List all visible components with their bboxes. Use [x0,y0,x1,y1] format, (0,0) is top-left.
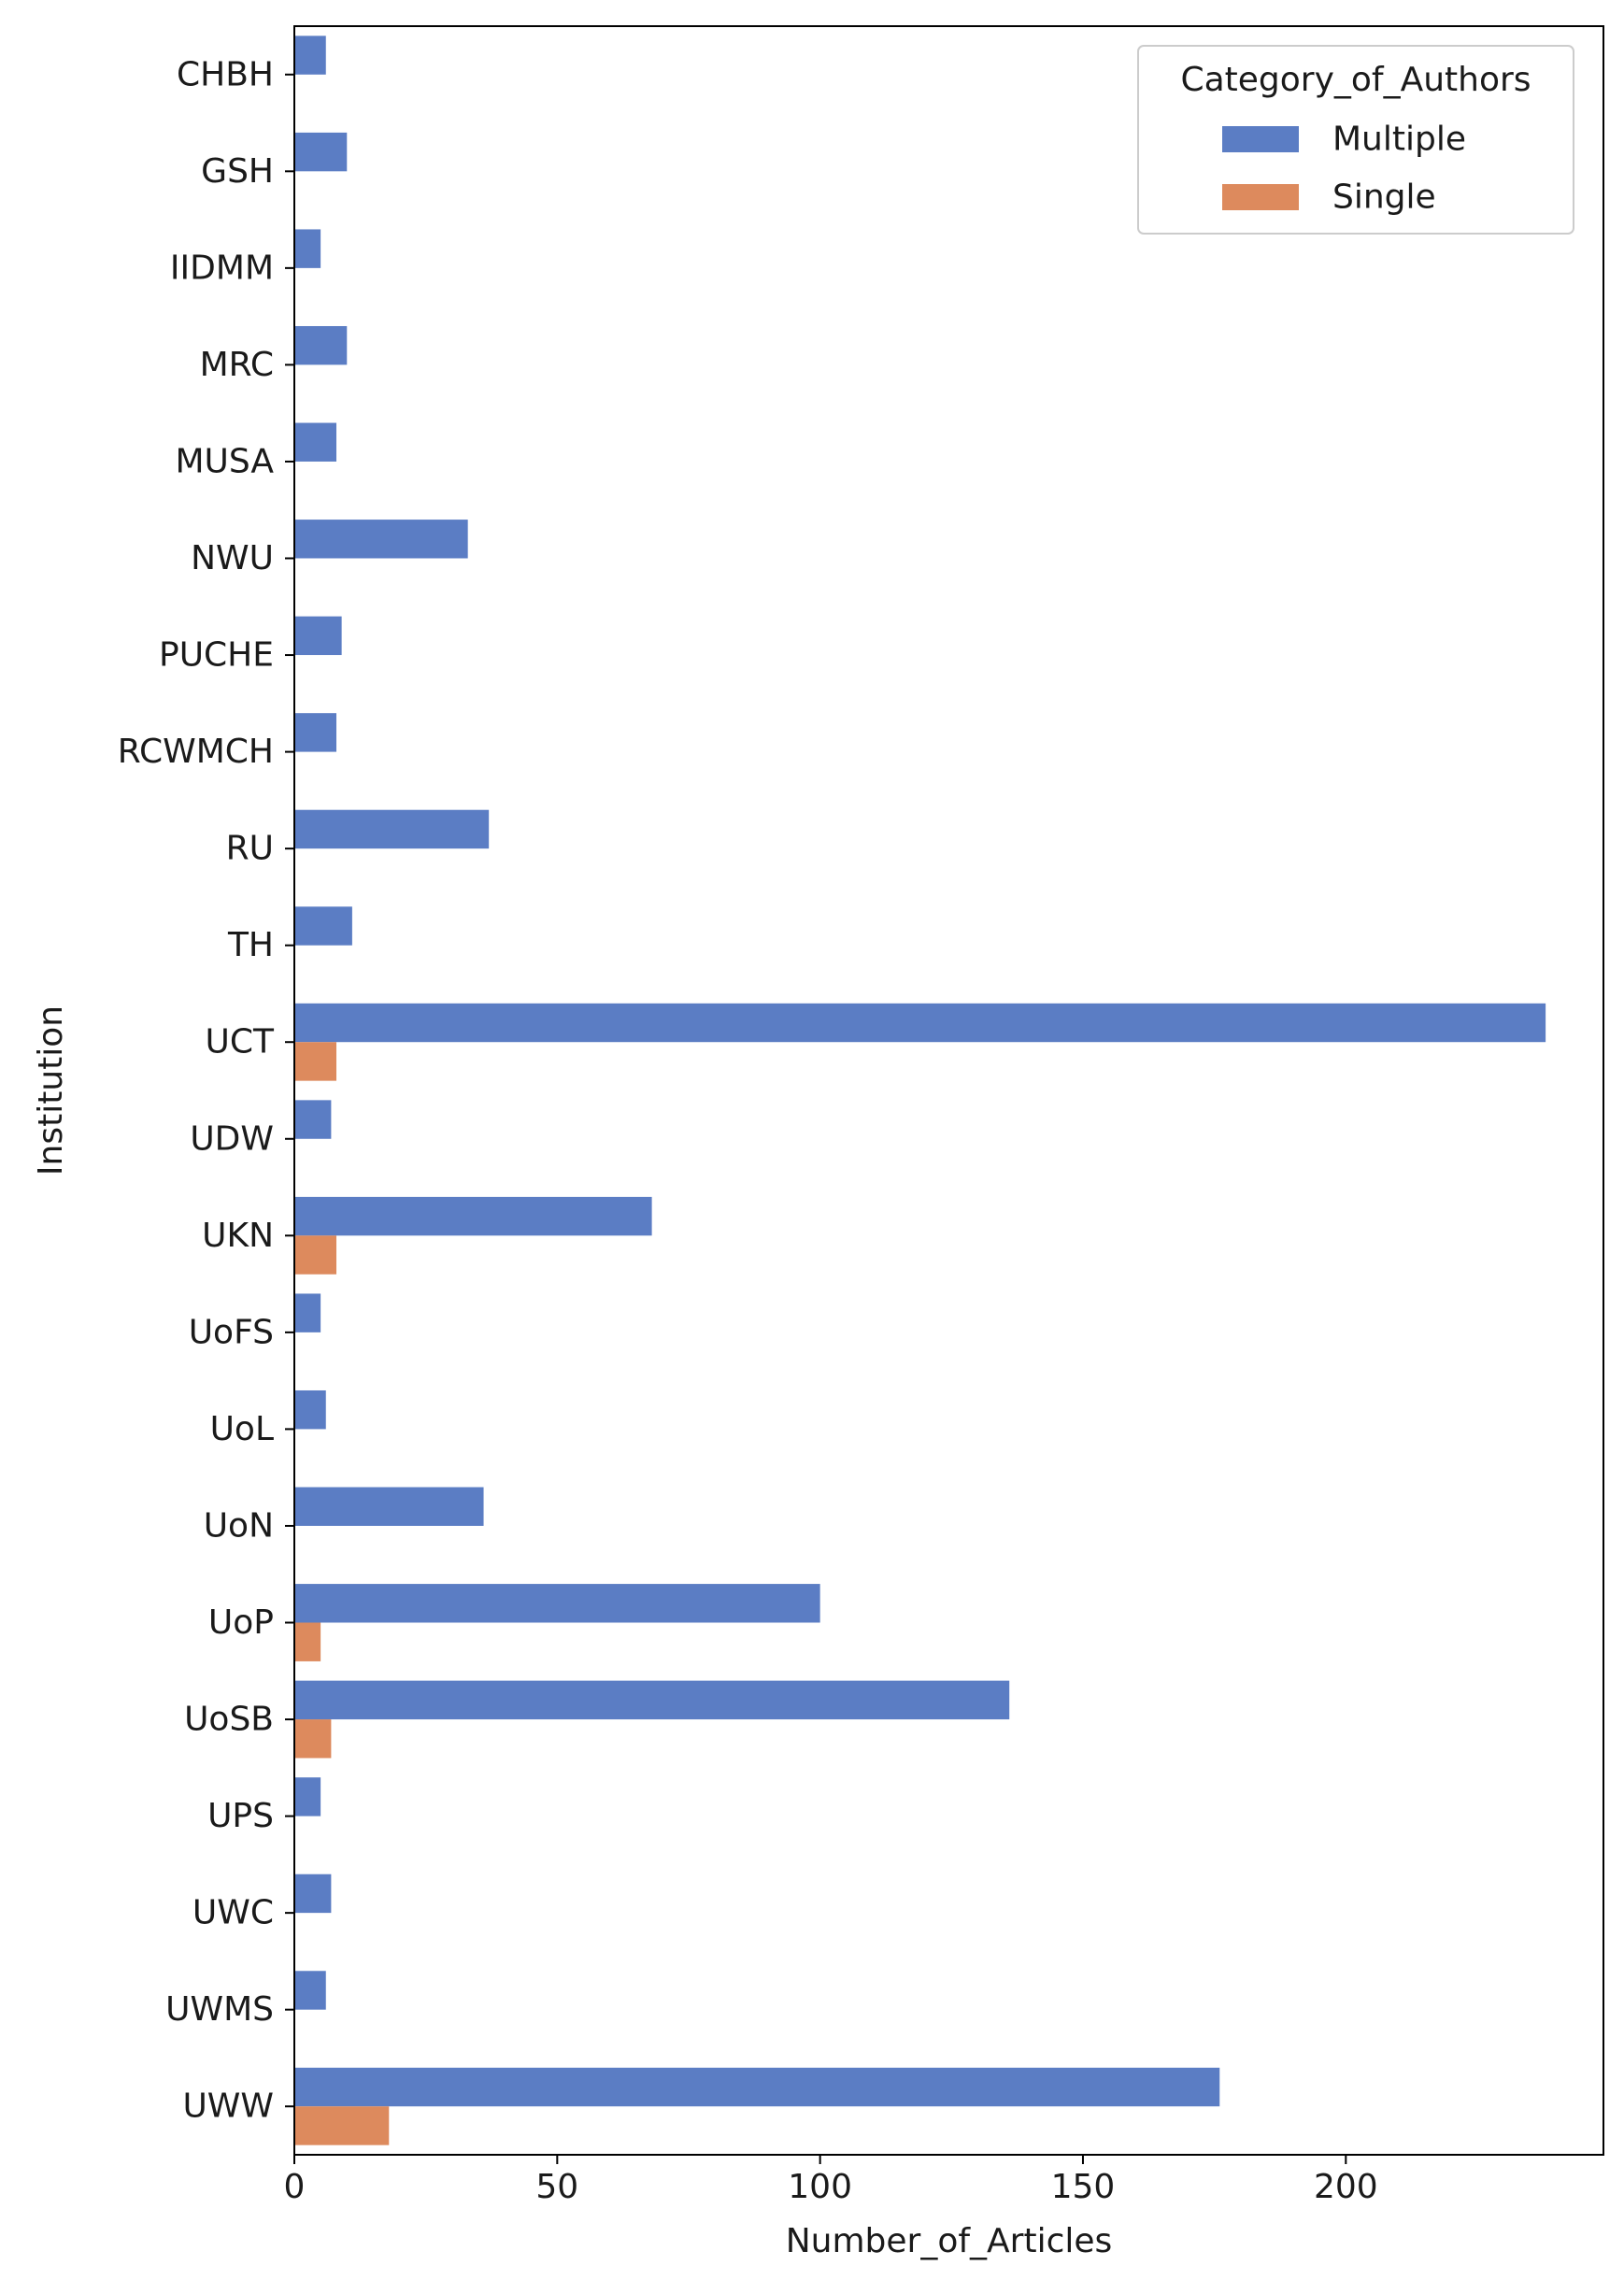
bar-multiple-uww [294,2067,1220,2107]
y-tick-label: MRC [200,346,274,384]
bar-multiple-iidmm [294,229,321,268]
y-tick-label: PUCHE [159,636,274,675]
bar-multiple-uwc [294,1874,332,1914]
x-axis-label: Number_of_Articles [786,2222,1113,2260]
bar-multiple-ru [294,809,490,849]
bar-multiple-musa [294,422,337,462]
bars-layer [294,36,1546,2145]
legend: Category_of_Authors Multiple Single [1137,45,1574,235]
y-tick-label: UWW [182,2087,274,2126]
y-axis: CHBH GSH IIDMM MRC MUSA NWU PUCHE RCWMCH RU TH UCT… [118,55,294,2126]
bar-single-uosb [294,1719,332,1759]
y-tick-label: UWC [192,1894,274,1932]
y-tick-label: CHBH [177,55,274,93]
plot-frame [293,25,1604,2156]
y-tick-label: UoSB [184,1701,274,1739]
y-tick-label: UoN [204,1506,274,1545]
y-tick-label: RU [226,830,274,868]
bar-multiple-puche [294,616,342,656]
y-tick-label: IIDMM [170,249,274,287]
x-tick-label: 150 [1051,2168,1116,2206]
y-tick-label: UKN [202,1217,274,1255]
bar-single-uop [294,1622,321,1661]
y-tick-label: NWU [191,539,274,577]
y-tick-label: UoL [210,1410,274,1448]
y-tick-label: GSH [201,152,274,191]
bar-multiple-rcwmch [294,713,337,752]
y-tick-label: RCWMCH [118,733,274,771]
bar-multiple-uosb [294,1680,1010,1720]
y-tick-label: UoFS [189,1313,274,1351]
x-tick-label: 100 [788,2168,852,2206]
bar-multiple-ups [294,1777,321,1817]
y-tick-label: UoP [208,1603,274,1642]
bar-single-uct [294,1042,337,1081]
legend-items: Multiple Single [1222,121,1466,217]
y-tick-label: UPS [207,1797,274,1835]
legend-label-multiple: Multiple [1332,121,1466,159]
legend-label-single: Single [1332,178,1436,217]
legend-title: Category_of_Authors [1180,61,1531,99]
bar-multiple-th [294,906,352,946]
x-tick-label: 50 [535,2168,578,2206]
bar-single-ukn [294,1235,337,1275]
bar-multiple-uol [294,1389,326,1430]
x-tick-label: 0 [284,2168,306,2206]
bar-multiple-uct [294,1003,1546,1043]
legend-swatch-single [1222,184,1299,210]
y-tick-label: MUSA [175,442,274,480]
bar-multiple-ukn [294,1196,652,1236]
bar-multiple-uop [294,1584,820,1623]
x-axis: 0 50 100 150 200 [284,2155,1378,2206]
x-tick-label: 200 [1314,2168,1378,2206]
y-tick-label: UCT [206,1023,275,1062]
y-tick-label: TH [227,926,274,964]
bar-multiple-chbh [294,36,326,75]
y-tick-label: UWMS [165,1990,274,2029]
y-tick-label: UDW [190,1119,274,1158]
legend-swatch-multiple [1222,126,1299,152]
bar-single-uww [294,2106,390,2145]
bar-multiple-uofs [294,1293,321,1332]
bar-multiple-uon [294,1487,484,1526]
bar-multiple-gsh [294,132,348,172]
bar-multiple-uwms [294,1971,326,2010]
bar-multiple-mrc [294,325,348,365]
y-axis-label: Institution [32,1005,70,1175]
bar-multiple-udw [294,1100,332,1139]
bar-multiple-nwu [294,520,468,559]
